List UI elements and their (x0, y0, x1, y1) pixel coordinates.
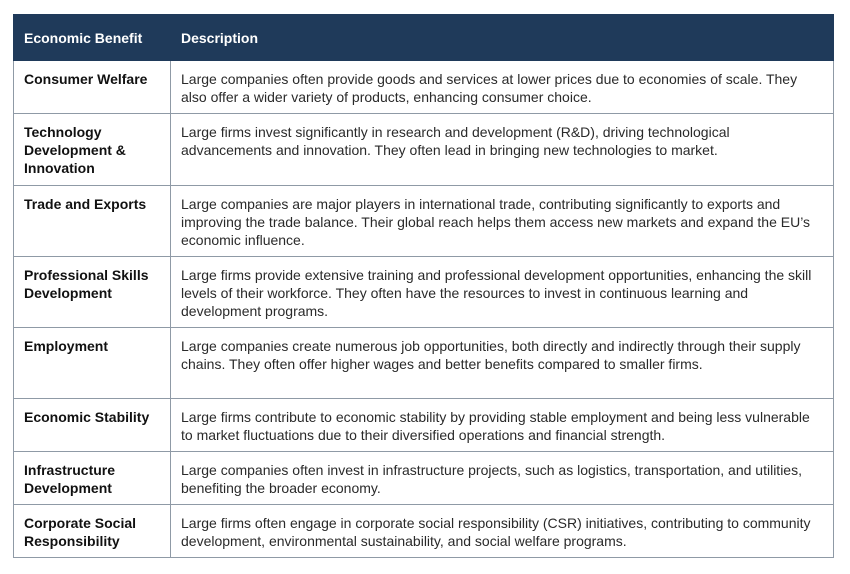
benefits-table: Economic Benefit Description Consumer We… (13, 14, 834, 558)
table-row: Trade and Exports Large companies are maj… (13, 185, 834, 257)
description-cell: Large firms invest significantly in rese… (170, 113, 834, 186)
table-row: Infrastructure Development Large companie… (13, 451, 834, 505)
table-row: Consumer Welfare Large companies often pr… (13, 60, 834, 114)
benefit-cell: Technology Development & Innovation (13, 113, 171, 186)
description-cell: Large companies are major players in int… (170, 185, 834, 257)
description-cell: Large companies often provide goods and … (170, 60, 834, 114)
table-row: Professional Skills Development Large fir… (13, 256, 834, 328)
benefit-cell: Consumer Welfare (13, 60, 171, 114)
benefit-cell: Corporate Social Responsibility (13, 504, 171, 558)
header-cell: Description (170, 14, 834, 61)
table-body: Consumer Welfare Large companies often pr… (13, 60, 834, 558)
header-cell: Economic Benefit (13, 14, 171, 61)
table-row: Corporate Social Responsibility Large fir… (13, 504, 834, 558)
benefit-cell: Economic Stability (13, 398, 171, 452)
description-cell: Large companies create numerous job oppo… (170, 327, 834, 399)
benefit-cell: Professional Skills Development (13, 256, 171, 328)
table-header: Economic Benefit Description (13, 14, 834, 61)
description-cell: Large firms often engage in corporate so… (170, 504, 834, 558)
description-cell: Large firms contribute to economic stabi… (170, 398, 834, 452)
table-row: Economic Stability Large firms contribute… (13, 398, 834, 452)
header-row: Economic Benefit Description (13, 14, 834, 61)
description-cell: Large companies often invest in infrastr… (170, 451, 834, 505)
table-row: Employment Large companies create numerou… (13, 327, 834, 399)
description-cell: Large firms provide extensive training a… (170, 256, 834, 328)
benefit-cell: Infrastructure Development (13, 451, 171, 505)
table-row: Technology Development & Innovation Large… (13, 113, 834, 186)
benefit-cell: Trade and Exports (13, 185, 171, 257)
benefit-cell: Employment (13, 327, 171, 399)
